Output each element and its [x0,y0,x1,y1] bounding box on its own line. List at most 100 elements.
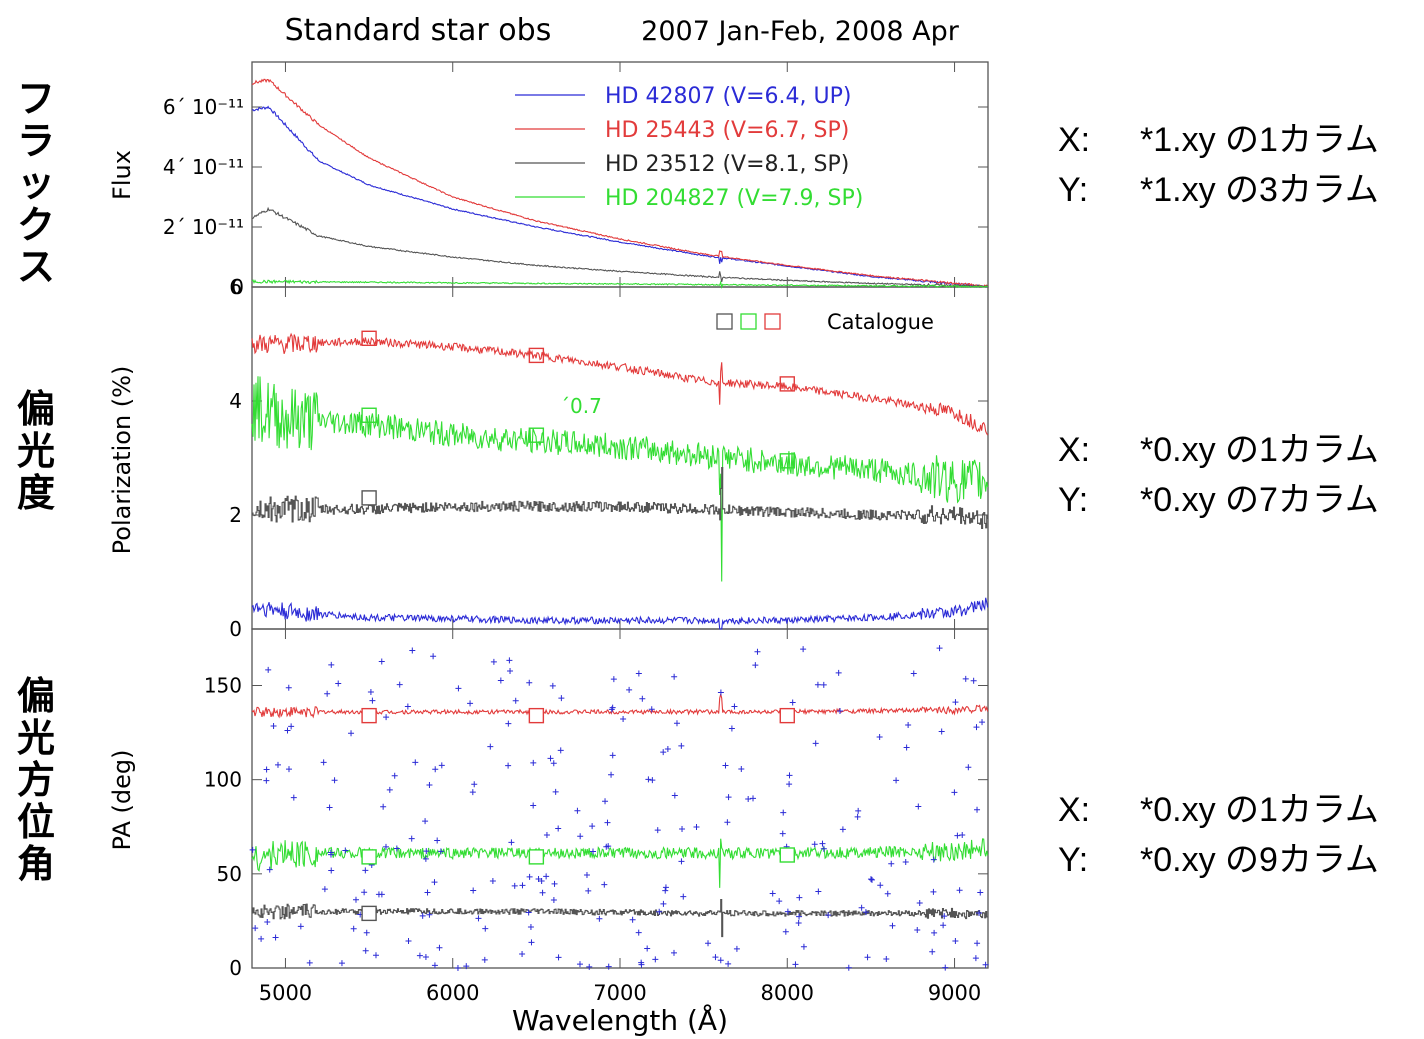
note-axis: X: [1058,791,1091,829]
pa-scatter-point-hd42807 [438,762,445,769]
pa-scatter-point-hd42807 [662,887,669,894]
note-axis: Y: [1058,171,1089,209]
pa-scatter-point-hd42807 [405,938,412,945]
note-flux-x: X: *1.xy の1カラム [1058,112,1379,161]
pa-scatter-point-hd42807 [423,848,430,855]
pa-scatter-point-hd42807 [784,908,791,915]
pa-scatter-point-hd42807 [649,777,656,784]
pa-scatter-point-hd42807 [862,909,869,916]
pol-ytick-label: 4 [229,389,242,413]
pa-scatter-point-hd42807 [552,788,559,795]
pa-scatter-point-hd42807 [511,882,518,889]
xtick-label: 9000 [928,981,981,1005]
pa-scatter-point-hd42807 [792,961,799,968]
pa-scatter-point-hd42807 [487,743,494,750]
pa-scatter-point-hd42807 [930,856,937,863]
pa-scatter-point-hd42807 [519,882,526,889]
catalogue-box-gray [716,313,733,330]
catalogue-box-red [764,313,781,330]
pa-scatter-point-hd42807 [272,934,279,941]
flux-ytick-label: 4´ 10⁻¹¹ [163,155,244,179]
pa-scatter-point-hd42807 [550,760,557,767]
pa-scatter-point-hd42807 [285,684,292,691]
note-axis: Y: [1058,481,1089,519]
pa-scatter-point-hd42807 [412,759,419,766]
pa-scatter-point-hd42807 [583,872,590,879]
note-axis: X: [1058,121,1091,159]
pa-scatter-point-hd42807 [609,752,616,759]
pa-scatter-point-hd42807 [362,867,369,874]
pa-scatter-point-hd42807 [424,889,431,896]
pa-catalogue-point [779,707,795,724]
pa-scatter-point-hd42807 [938,728,945,735]
flux-ytick-label: 0 [231,275,244,299]
flux-line-hd204827 [251,279,988,289]
pa-scatter-point-hd42807 [889,922,896,929]
pa-scatter-point-hd42807 [426,782,433,789]
pa-scatter-point-hd42807 [519,951,526,958]
pa-scatter-point-hd42807 [789,699,796,706]
pol-catalogue-point [361,407,377,423]
pa-scatter-point-hd42807 [367,688,374,695]
pa-scatter-point-hd42807 [419,912,426,919]
pa-scatter-point-hd42807 [363,929,370,936]
pa-scatter-point-hd42807 [705,940,712,947]
pa-catalogue-point [528,707,545,724]
pa-scatter-point-hd42807 [717,957,724,964]
pa-scatter-point-hd42807 [350,925,357,932]
pa-scatter-point-hd42807 [812,740,819,747]
note-text: *1.xy の1カラム [1140,121,1379,159]
flux-line-hd42807 [251,105,989,288]
catalogue-legend: Catalogue [716,310,934,334]
pol-catalogue-point [361,330,377,346]
pa-scatter-point-hd42807 [883,955,890,962]
pa-catalogue-point [361,707,377,724]
xtick-label: 6000 [426,981,479,1005]
pa-scatter-point-hd42807 [855,807,862,814]
pa-scatter-point-hd42807 [470,887,477,894]
note-text: *0.xy の1カラム [1140,431,1379,469]
pa-scatter-point-hd42807 [539,889,546,896]
pa-scatter-point-hd42807 [471,781,478,788]
pa-scatter-point-hd42807 [475,915,482,922]
pa-scatter-point-hd42807 [589,823,596,830]
pa-scatter-point-hd42807 [507,668,514,675]
pa-scatter-point-hd42807 [811,841,818,848]
flux-ylabel: Flux [108,150,136,200]
legend-entry-hd23512: HD 23512 (V=8.1, SP) [605,152,849,177]
pa-scatter-point-hd42807 [404,703,411,710]
pa-scatter-point-hd42807 [264,919,271,926]
pa-scatter-point-hd42807 [645,776,652,783]
pa-scatter-point-hd42807 [620,715,627,722]
pa-scatter-point-hd42807 [497,677,504,684]
pa-scatter-point-hd42807 [576,961,583,968]
pa-scatter-point-hd42807 [386,786,393,793]
pa-scatter-point-hd42807 [941,913,948,920]
pa-scatter-point-hd42807 [845,964,852,971]
pa-scatter-point-hd42807 [972,955,979,962]
pa-scatter-point-hd42807 [380,803,387,810]
note-axis: Y: [1058,841,1089,879]
pa-scatter-point-hd42807 [437,848,444,855]
pa-scatter-point-hd42807 [814,681,821,688]
pa-scatter-point-hd42807 [662,884,669,891]
pa-scatter-point-hd42807 [654,827,661,834]
pa-scatter-point-hd42807 [481,956,488,963]
pa-ytick-label: 150 [204,674,242,698]
pa-scatter-point-hd42807 [436,944,443,951]
pa-scatter-point-hd42807 [512,697,519,704]
pa-scatter-point-hd42807 [416,952,423,959]
pa-scatter-point-hd42807 [527,923,534,930]
note-axis: X: [1058,431,1091,469]
pa-catalogue-point [361,849,377,865]
pol-line-hd204827 [251,376,989,582]
pa-scatter-point-hd42807 [738,765,745,772]
pol-line-hd42807 [251,597,989,630]
pa-scatter-point-hd42807 [586,963,593,970]
pa-scatter-point-hd42807 [914,926,921,933]
pa-scatter-point-hd42807 [815,888,822,895]
pa-scatter-point-hd42807 [973,724,980,731]
pa-scatter-point-hd42807 [431,962,438,969]
pol-line-hd23512 [252,466,989,529]
